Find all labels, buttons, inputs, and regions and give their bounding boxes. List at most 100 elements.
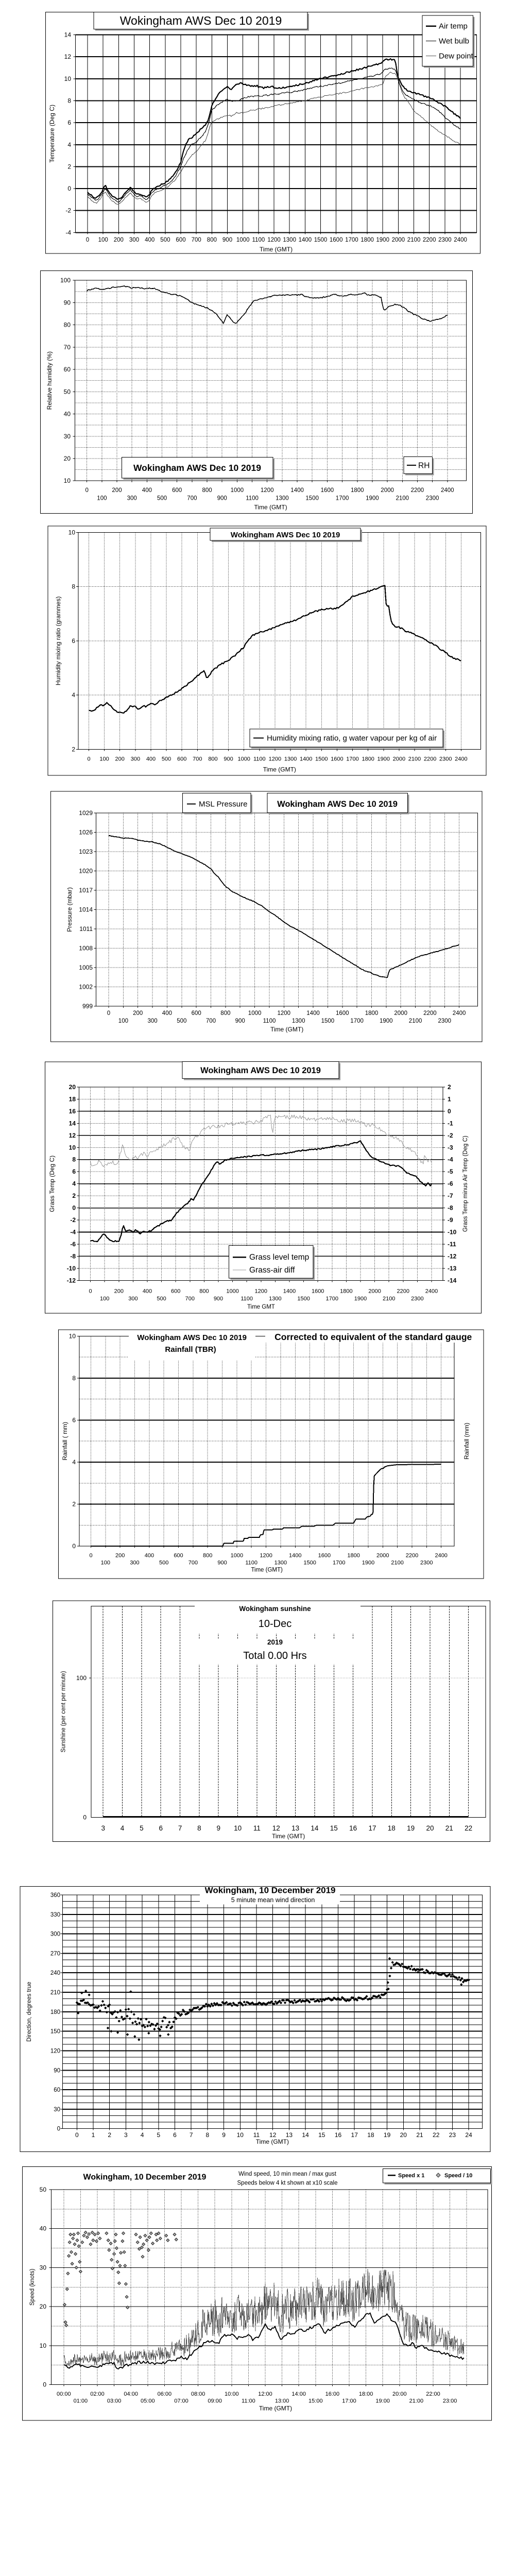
svg-text:15: 15 xyxy=(318,2131,325,2139)
svg-text:500: 500 xyxy=(162,756,171,762)
svg-text:800: 800 xyxy=(202,487,212,494)
svg-text:14: 14 xyxy=(311,1824,319,1832)
svg-text:200: 200 xyxy=(112,487,122,494)
svg-text:2200: 2200 xyxy=(406,1553,418,1559)
svg-text:100: 100 xyxy=(100,1296,109,1302)
svg-text:19: 19 xyxy=(384,2131,391,2139)
svg-text:2100: 2100 xyxy=(409,1018,422,1024)
svg-text:1400: 1400 xyxy=(289,1553,301,1559)
svg-text:0: 0 xyxy=(107,1010,110,1016)
svg-text:Wokingham AWS Dec 10 2019: Wokingham AWS Dec 10 2019 xyxy=(120,14,282,27)
svg-text:13: 13 xyxy=(291,1824,299,1832)
svg-text:1600: 1600 xyxy=(318,1553,331,1559)
svg-text:1600: 1600 xyxy=(312,1289,324,1295)
svg-text:22:00: 22:00 xyxy=(426,2391,440,2397)
svg-text:0: 0 xyxy=(89,1289,92,1295)
svg-text:14: 14 xyxy=(302,2131,309,2139)
svg-text:120: 120 xyxy=(50,2048,60,2055)
svg-text:6: 6 xyxy=(173,2131,177,2139)
svg-text:2400: 2400 xyxy=(454,237,467,243)
svg-text:1300: 1300 xyxy=(292,1018,305,1024)
svg-text:600: 600 xyxy=(192,1010,201,1016)
svg-text:18: 18 xyxy=(367,2131,374,2139)
svg-text:Wet bulb: Wet bulb xyxy=(439,37,469,46)
svg-text:50: 50 xyxy=(64,388,71,395)
svg-text:1020: 1020 xyxy=(79,868,93,875)
svg-text:20: 20 xyxy=(426,1824,434,1832)
svg-text:700: 700 xyxy=(206,1018,216,1024)
svg-text:1700: 1700 xyxy=(345,237,358,243)
svg-text:700: 700 xyxy=(185,1296,195,1302)
svg-text:Humidity mixing ratio, g water: Humidity mixing ratio, g water vapour pe… xyxy=(267,734,437,743)
svg-text:2100: 2100 xyxy=(407,237,421,243)
svg-text:1017: 1017 xyxy=(79,887,93,894)
svg-text:17:00: 17:00 xyxy=(342,2398,356,2404)
svg-text:600: 600 xyxy=(172,487,182,494)
svg-text:-14: -14 xyxy=(448,1277,457,1284)
svg-text:05:00: 05:00 xyxy=(141,2398,155,2404)
svg-text:16:00: 16:00 xyxy=(325,2391,340,2397)
svg-text:Wokingham AWS Dec 10 2019: Wokingham AWS Dec 10 2019 xyxy=(200,1066,321,1075)
svg-text:01:00: 01:00 xyxy=(74,2398,88,2404)
svg-text:600: 600 xyxy=(171,1289,180,1295)
svg-text:10:00: 10:00 xyxy=(225,2391,239,2397)
svg-text:20:00: 20:00 xyxy=(392,2391,407,2397)
svg-text:-11: -11 xyxy=(448,1241,456,1248)
svg-text:5 minute mean wind direction: 5 minute mean wind direction xyxy=(231,1896,315,1904)
svg-text:6: 6 xyxy=(159,1824,163,1832)
svg-text:900: 900 xyxy=(235,1018,245,1024)
svg-text:2300: 2300 xyxy=(411,1296,423,1302)
svg-text:400: 400 xyxy=(143,1289,152,1295)
svg-text:20: 20 xyxy=(400,2131,407,2139)
svg-text:Time (GMT): Time (GMT) xyxy=(254,504,287,511)
svg-text:13:00: 13:00 xyxy=(275,2398,289,2404)
svg-text:15: 15 xyxy=(330,1824,338,1832)
svg-text:Wokingham sunshine: Wokingham sunshine xyxy=(239,1605,311,1613)
svg-text:Air temp: Air temp xyxy=(439,22,468,31)
svg-text:1900: 1900 xyxy=(380,1018,393,1024)
svg-text:21:00: 21:00 xyxy=(409,2398,424,2404)
svg-text:6: 6 xyxy=(67,119,71,126)
svg-text:21: 21 xyxy=(416,2131,423,2139)
svg-text:1600: 1600 xyxy=(321,487,334,494)
svg-text:9: 9 xyxy=(216,1824,220,1832)
svg-text:400: 400 xyxy=(142,487,152,494)
svg-text:100: 100 xyxy=(76,1674,87,1682)
svg-text:2: 2 xyxy=(72,746,75,753)
svg-text:300: 300 xyxy=(128,1296,138,1302)
svg-text:1008: 1008 xyxy=(79,945,93,952)
svg-text:10: 10 xyxy=(69,1332,76,1340)
svg-text:10: 10 xyxy=(237,2131,244,2139)
svg-text:1700: 1700 xyxy=(336,496,349,502)
svg-text:2300: 2300 xyxy=(439,756,452,762)
svg-text:270: 270 xyxy=(50,1951,60,1957)
svg-text:Sunshine (per cent per minute): Sunshine (per cent per minute) xyxy=(61,1671,67,1752)
svg-text:0: 0 xyxy=(72,1205,76,1212)
svg-text:12: 12 xyxy=(69,1132,76,1139)
svg-text:5: 5 xyxy=(157,2131,160,2139)
svg-text:11: 11 xyxy=(253,2131,260,2139)
svg-text:30: 30 xyxy=(64,433,71,440)
svg-text:300: 300 xyxy=(129,237,139,243)
svg-text:06:00: 06:00 xyxy=(158,2391,172,2397)
svg-text:14: 14 xyxy=(69,1120,76,1127)
svg-text:Corrected to equivalent of the: Corrected to equivalent of the standard … xyxy=(274,1332,472,1342)
svg-text:Dew point: Dew point xyxy=(439,52,474,61)
svg-text:1100: 1100 xyxy=(241,1296,253,1302)
svg-text:500: 500 xyxy=(160,237,170,243)
svg-text:0: 0 xyxy=(83,1814,87,1821)
svg-text:Grass Temp minus Air Temp (Deg: Grass Temp minus Air Temp (Deg C) xyxy=(462,1136,469,1232)
svg-text:Time (GMT): Time (GMT) xyxy=(270,1026,303,1033)
svg-text:1000: 1000 xyxy=(236,237,250,243)
svg-text:14:00: 14:00 xyxy=(291,2391,306,2397)
svg-text:18: 18 xyxy=(388,1824,396,1832)
svg-text:1900: 1900 xyxy=(354,1296,367,1302)
svg-text:10: 10 xyxy=(68,529,76,536)
svg-text:16: 16 xyxy=(335,2131,342,2139)
svg-text:Speeds below 4 kt shown at x10: Speeds below 4 kt shown at x10 scale xyxy=(237,2180,338,2187)
svg-text:19:00: 19:00 xyxy=(375,2398,390,2404)
svg-text:1100: 1100 xyxy=(263,1018,276,1024)
svg-text:1500: 1500 xyxy=(314,237,328,243)
svg-text:500: 500 xyxy=(157,1296,166,1302)
svg-text:300: 300 xyxy=(127,496,137,502)
